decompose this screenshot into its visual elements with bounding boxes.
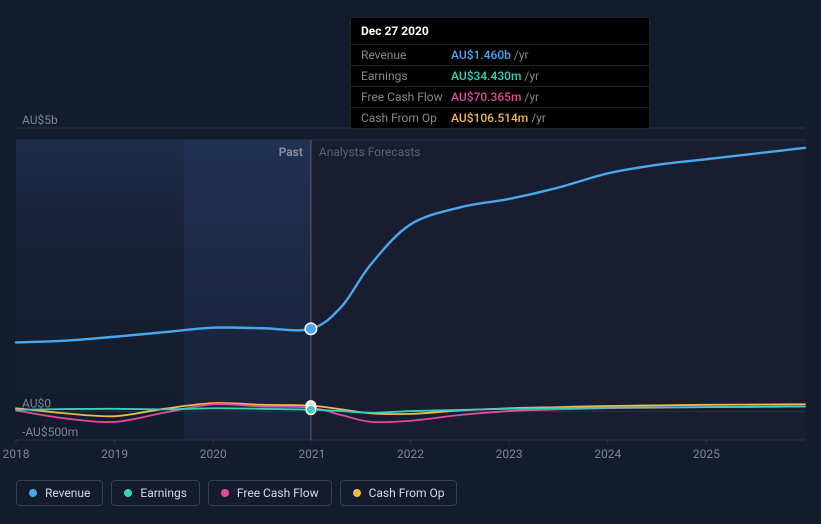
legend-dot-icon <box>221 489 229 497</box>
x-tick-label: 2022 <box>397 447 424 461</box>
tooltip-row-unit: /yr <box>514 48 529 62</box>
tooltip-date: Dec 27 2020 <box>351 18 649 44</box>
tooltip-row-label: Revenue <box>361 48 451 62</box>
legend-label: Free Cash Flow <box>237 486 319 500</box>
svg-text:Past: Past <box>279 145 303 159</box>
y-tick-label: AU$5b <box>22 113 58 127</box>
x-tick-label: 2018 <box>3 447 30 461</box>
legend-label: Revenue <box>45 486 90 500</box>
legend-item-revenue[interactable]: Revenue <box>16 480 103 506</box>
tooltip-row-unit: /yr <box>524 90 539 104</box>
tooltip-row-label: Earnings <box>361 69 451 83</box>
legend-item-free_cf[interactable]: Free Cash Flow <box>208 480 332 506</box>
tooltip-row: RevenueAU$1.460b /yr <box>351 44 649 65</box>
legend-dot-icon <box>124 489 132 497</box>
tooltip-row-label: Cash From Op <box>361 111 451 125</box>
tooltip-row: Free Cash FlowAU$70.365m /yr <box>351 86 649 107</box>
tooltip-row-unit: /yr <box>524 69 539 83</box>
tooltip-row-value: AU$106.514m <box>451 111 528 125</box>
tooltip-row: EarningsAU$34.430m /yr <box>351 65 649 86</box>
legend: Revenue Earnings Free Cash Flow Cash From O… <box>16 480 457 506</box>
tooltip-row-value: AU$1.460b <box>451 48 511 62</box>
legend-item-cash_op[interactable]: Cash From Op <box>340 480 458 506</box>
legend-label: Earnings <box>140 486 187 500</box>
legend-dot-icon <box>353 489 361 497</box>
x-tick-label: 2020 <box>200 447 227 461</box>
tooltip-row-value: AU$70.365m <box>451 90 521 104</box>
x-tick-label: 2023 <box>496 447 523 461</box>
x-tick-label: 2019 <box>101 447 128 461</box>
tooltip-row: Cash From OpAU$106.514m /yr <box>351 107 649 128</box>
financial-chart: AU$5bAU$0-AU$500mPastAnalysts Forecasts2… <box>0 0 821 524</box>
legend-item-earnings[interactable]: Earnings <box>111 480 200 506</box>
tooltip-row-label: Free Cash Flow <box>361 90 451 104</box>
tooltip-row-unit: /yr <box>531 111 546 125</box>
x-tick-label: 2025 <box>693 447 720 461</box>
hover-tooltip: Dec 27 2020 RevenueAU$1.460b /yrEarnings… <box>350 17 650 129</box>
legend-dot-icon <box>29 489 37 497</box>
y-tick-label: -AU$500m <box>22 425 78 439</box>
x-tick-label: 2021 <box>298 447 325 461</box>
svg-text:Analysts Forecasts: Analysts Forecasts <box>319 145 421 159</box>
legend-label: Cash From Op <box>369 486 445 500</box>
x-tick-label: 2024 <box>594 447 621 461</box>
tooltip-row-value: AU$34.430m <box>451 69 521 83</box>
